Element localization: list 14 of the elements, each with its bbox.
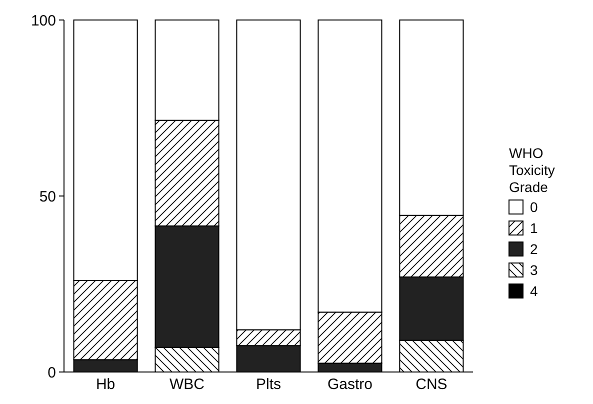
legend-label: 0 [530,199,538,215]
x-tick-label: Gastro [327,376,372,393]
legend-label: 3 [530,262,538,278]
x-tick-label: Hb [96,376,116,393]
legend-title: WHO Toxicity Grade [509,145,555,195]
x-tick-label: WBC [170,376,205,393]
x-tick-label: Plts [256,376,282,393]
legend-label: 4 [530,283,538,299]
y-tick-label: 100 [30,12,56,30]
legend-label: 1 [530,220,538,236]
x-tick-label: CNS [416,376,448,393]
y-tick-label: 0 [48,364,56,382]
y-tick-label: 50 [39,188,56,206]
legend-label: 2 [530,241,538,257]
